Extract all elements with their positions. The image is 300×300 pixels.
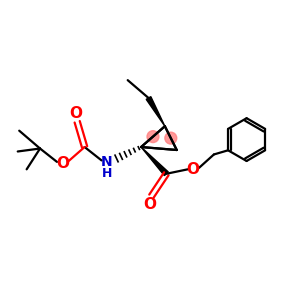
Text: O: O (187, 162, 200, 177)
Polygon shape (146, 97, 165, 126)
Text: O: O (143, 197, 157, 212)
Text: H: H (102, 167, 112, 180)
Text: O: O (56, 156, 69, 171)
Circle shape (147, 131, 159, 142)
Text: N: N (101, 155, 113, 169)
Text: O: O (69, 106, 82, 121)
Polygon shape (141, 147, 168, 176)
Circle shape (165, 132, 177, 144)
